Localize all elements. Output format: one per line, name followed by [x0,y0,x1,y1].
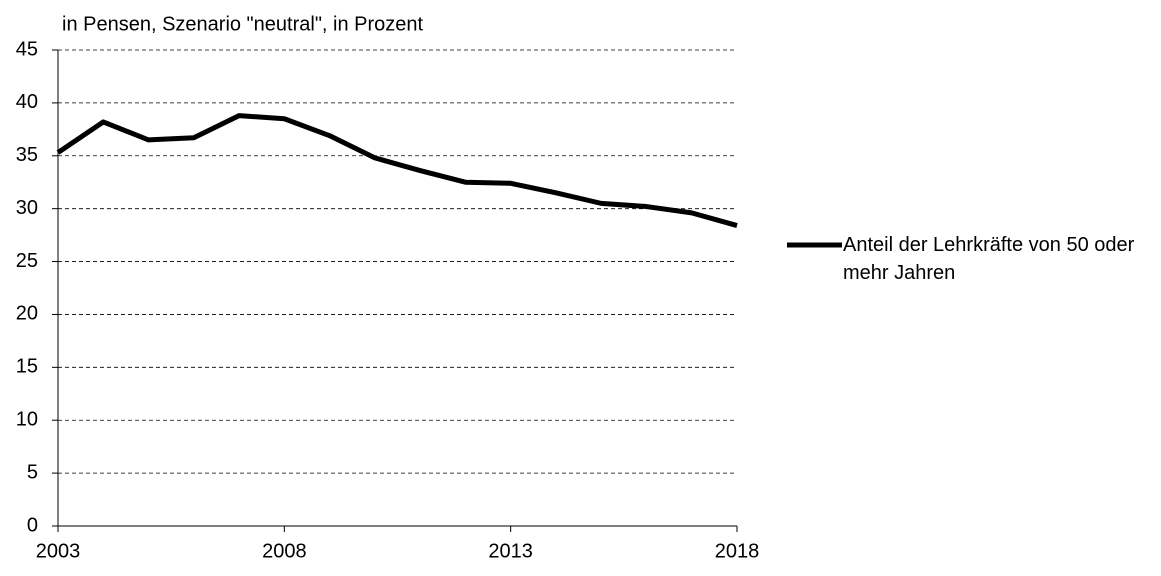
y-tick-label: 10 [16,409,38,431]
x-tick-label: 2018 [715,540,760,562]
x-tick-label: 2003 [36,540,81,562]
y-tick-label: 15 [16,356,38,378]
y-tick-label: 20 [16,303,38,325]
x-tick-label: 2008 [262,540,307,562]
y-tick-label: 40 [16,91,38,113]
y-tick-label: 45 [16,38,38,60]
legend-label: Anteil der Lehrkräfte von 50 oder mehr J… [843,234,1135,284]
y-tick-label: 25 [16,250,38,272]
y-tick-label: 5 [27,461,38,483]
chart-title: in Pensen, Szenario "neutral", in Prozen… [62,13,424,35]
y-tick-label: 35 [16,144,38,166]
y-tick-label: 0 [27,514,38,536]
y-tick-label: 30 [16,197,38,219]
x-tick-label: 2013 [488,540,533,562]
series-line [56,113,738,228]
